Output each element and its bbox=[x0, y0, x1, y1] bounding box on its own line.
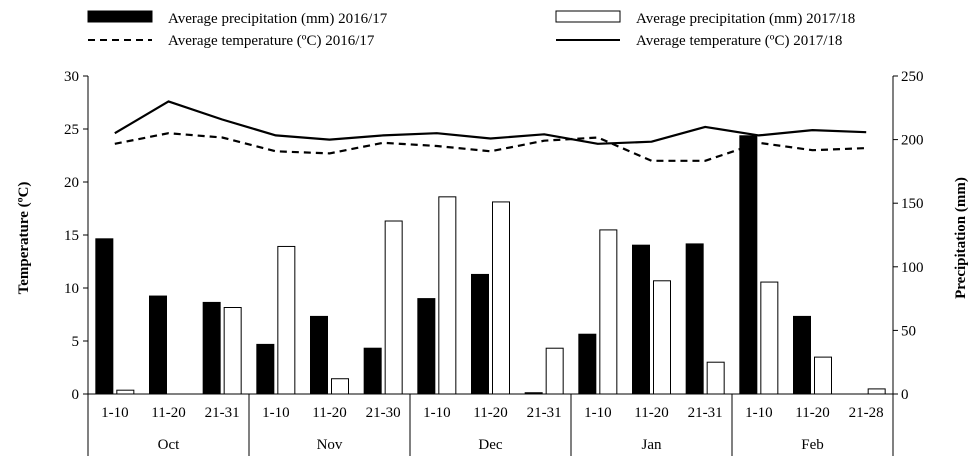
bar-precip-2016-17 bbox=[632, 244, 650, 395]
x-tick-label: 21-31 bbox=[527, 405, 562, 421]
x-tick-label: 11-20 bbox=[151, 405, 185, 421]
y-left-tick-label: 10 bbox=[64, 281, 79, 297]
bar-precip-2016-17 bbox=[578, 333, 597, 395]
x-tick-label: 11-20 bbox=[473, 405, 507, 421]
x-tick-label: 1-10 bbox=[262, 405, 290, 421]
bar-precip-2016-17 bbox=[685, 243, 704, 395]
bar-precip-2017-18 bbox=[277, 245, 296, 395]
bar-precip-2016-17 bbox=[739, 135, 758, 395]
bar-precip-2017-18 bbox=[116, 389, 135, 395]
bar-precip-2016-17 bbox=[363, 347, 382, 395]
legend: Average precipitation (mm) 2016/17 Avera… bbox=[87, 10, 855, 49]
month-label: Oct bbox=[158, 437, 180, 453]
x-tick-label: 1-10 bbox=[101, 405, 129, 421]
x-tick-label: 1-10 bbox=[584, 405, 612, 421]
legend-label-temp-1718: Average temperature (ºC) 2017/18 bbox=[636, 33, 842, 49]
bar-precip-2016-17 bbox=[310, 315, 328, 395]
bar-precip-2017-18 bbox=[653, 280, 671, 395]
month-label: Feb bbox=[801, 437, 824, 453]
bar-precip-2016-17 bbox=[256, 343, 275, 395]
y-left-tick-label: 25 bbox=[64, 122, 79, 138]
x-tick-label: 21-30 bbox=[366, 405, 401, 421]
line-temp-2016-17 bbox=[114, 132, 867, 162]
x-tick-label: 21-28 bbox=[849, 405, 884, 421]
x-tick-label: 21-31 bbox=[205, 405, 240, 421]
y-left-tick-label: 15 bbox=[64, 228, 79, 244]
bar-precip-2017-18 bbox=[599, 229, 618, 395]
plot-area: 0 5 10 15 20 25 30 0 50 100 150 200 250 1-10 11-20 21-3… bbox=[64, 69, 924, 456]
bar-precip-2017-18 bbox=[438, 196, 457, 395]
bar-precip-2016-17 bbox=[149, 295, 167, 395]
y-left-tick-label: 20 bbox=[64, 175, 79, 191]
x-tick-label: 11-20 bbox=[634, 405, 668, 421]
y-right-axis-title: Precipitation (mm) bbox=[953, 177, 969, 299]
month-label: Nov bbox=[317, 437, 343, 453]
y-right-tick-label: 50 bbox=[901, 323, 916, 339]
y-right-tick-label: 100 bbox=[901, 260, 924, 276]
line-temp-2017-18 bbox=[114, 100, 867, 145]
bar-precip-2017-18 bbox=[814, 356, 832, 395]
bar-precip-2016-17 bbox=[793, 315, 811, 395]
x-tick-label: 11-20 bbox=[312, 405, 346, 421]
y-right-tick-label: 250 bbox=[901, 69, 924, 85]
bar-precip-2016-17 bbox=[202, 301, 221, 395]
bar-precip-2016-17 bbox=[417, 298, 436, 395]
y-right-tick-label: 200 bbox=[901, 133, 924, 149]
x-tick-label: 21-31 bbox=[688, 405, 723, 421]
bar-precip-2017-18 bbox=[545, 347, 564, 395]
bar-precip-2017-18 bbox=[760, 281, 779, 395]
x-tick-label: 1-10 bbox=[423, 405, 451, 421]
y-left-axis-title: Temperature (ºC) bbox=[16, 182, 32, 295]
month-label: Jan bbox=[642, 437, 662, 453]
legend-swatch-precip-1617 bbox=[87, 10, 153, 23]
y-left-tick-label: 30 bbox=[64, 69, 79, 85]
legend-label-precip-1617: Average precipitation (mm) 2016/17 bbox=[168, 11, 388, 27]
bar-precip-2017-18 bbox=[331, 378, 349, 395]
y-left-tick-label: 5 bbox=[72, 334, 80, 350]
bar-precip-2016-17 bbox=[95, 238, 114, 395]
legend-label-temp-1617: Average temperature (ºC) 2016/17 bbox=[168, 33, 375, 49]
bar-precip-2017-18 bbox=[384, 220, 403, 395]
bar-precip-2016-17 bbox=[471, 273, 489, 395]
bar-precip-2016-17 bbox=[524, 392, 543, 395]
y-left-tick-label: 0 bbox=[72, 387, 80, 403]
x-tick-label: 11-20 bbox=[795, 405, 829, 421]
bar-precip-2017-18 bbox=[706, 361, 725, 395]
bar-precip-2017-18 bbox=[867, 388, 886, 395]
legend-swatch-precip-1718 bbox=[555, 10, 621, 23]
bar-precip-2017-18 bbox=[223, 307, 242, 395]
month-label: Dec bbox=[478, 437, 502, 453]
bar-precip-2017-18 bbox=[492, 201, 510, 395]
legend-label-precip-1718: Average precipitation (mm) 2017/18 bbox=[636, 11, 855, 27]
y-right-tick-label: 0 bbox=[901, 387, 909, 403]
y-right-tick-label: 150 bbox=[901, 196, 924, 212]
x-tick-label: 1-10 bbox=[745, 405, 773, 421]
